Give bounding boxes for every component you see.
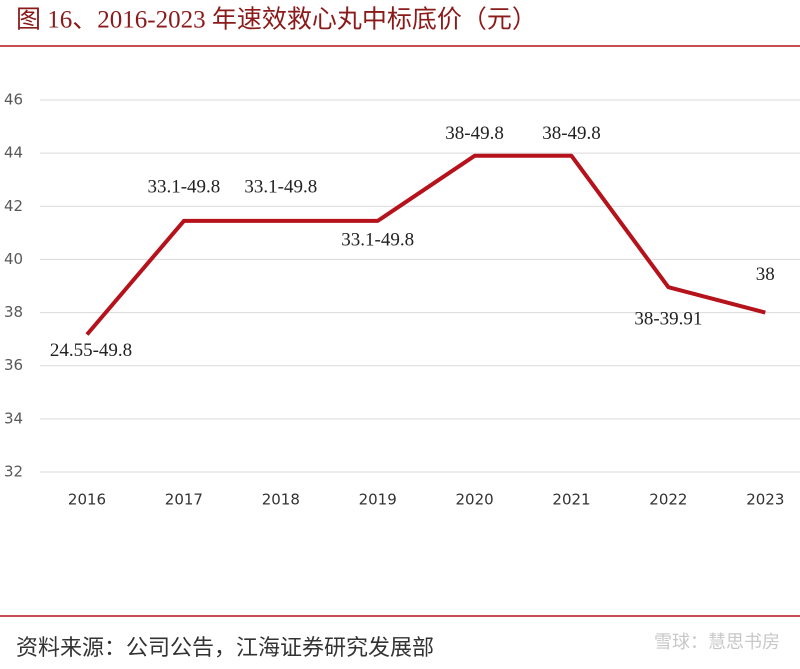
data-label: 38-49.8 <box>542 123 601 144</box>
x-tick-label: 2017 <box>165 491 203 509</box>
x-tick-label: 2020 <box>456 491 494 509</box>
chart-title: 图 16、2016-2023 年速效救心丸中标底价（元） <box>16 6 537 34</box>
data-label: 38-49.8 <box>445 123 504 144</box>
y-tick-label: 36 <box>4 356 23 374</box>
x-tick-label: 2019 <box>359 491 397 509</box>
x-tick-label: 2018 <box>262 491 300 509</box>
data-label: 38-39.91 <box>634 309 702 330</box>
data-line <box>85 153 766 336</box>
data-label: 24.55-49.8 <box>50 340 132 361</box>
y-tick-label: 46 <box>4 91 23 109</box>
y-tick-label: 40 <box>4 250 23 268</box>
watermark: 雪球：慧思书房 <box>654 632 780 653</box>
x-tick-label: 2016 <box>68 491 106 509</box>
y-tick-label: 44 <box>4 144 23 162</box>
x-tick-label: 2022 <box>649 491 687 509</box>
x-tick-label: 2023 <box>746 491 784 509</box>
y-tick-label: 34 <box>4 409 23 427</box>
y-tick-label: 42 <box>4 197 23 215</box>
y-tick-label: 38 <box>4 303 23 321</box>
x-tick-label: 2021 <box>552 491 590 509</box>
source-note: 资料来源：公司公告，江海证券研究发展部 <box>16 635 434 660</box>
data-label: 33.1-49.8 <box>244 176 317 197</box>
data-label: 38 <box>756 264 775 285</box>
data-label: 33.1-49.8 <box>341 229 414 250</box>
y-tick-label: 32 <box>4 463 23 481</box>
data-label: 33.1-49.8 <box>147 176 220 197</box>
